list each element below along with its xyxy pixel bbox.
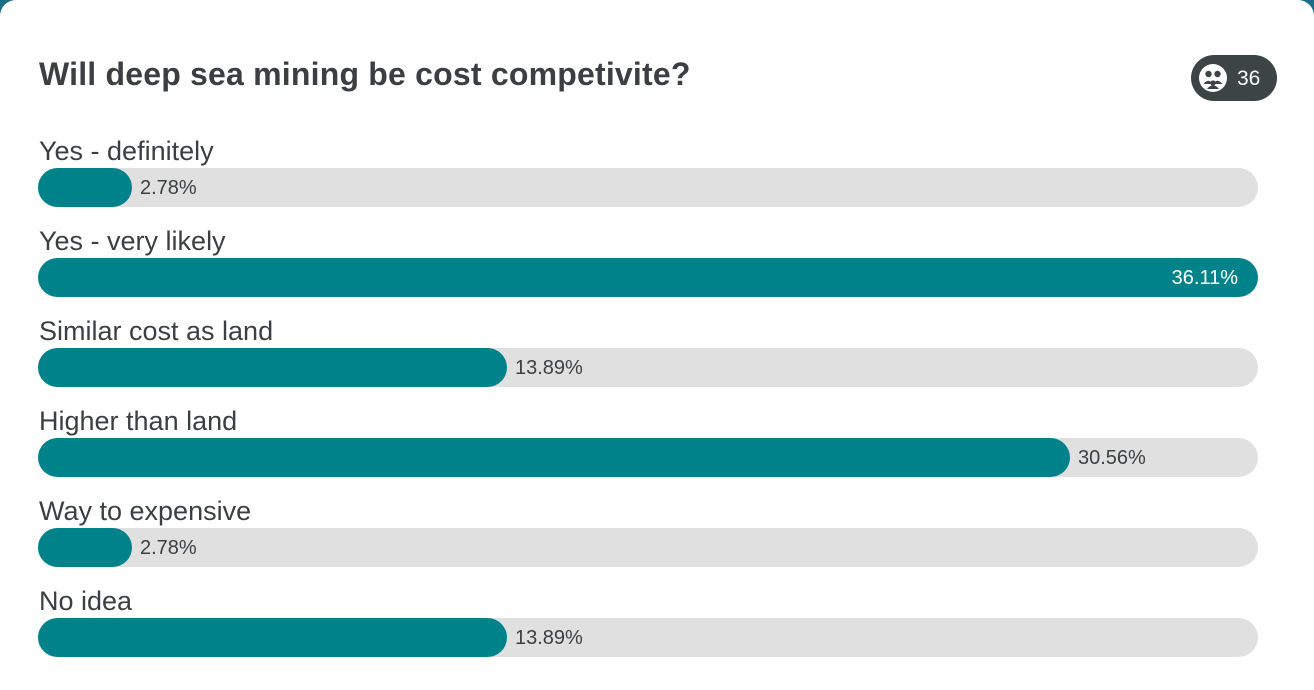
option-label: Yes - definitely [39, 136, 214, 166]
poll-options: Yes - definitely 2.78% Yes - very likely 36… [38, 132, 1258, 672]
participants-icon [1199, 64, 1227, 92]
option-label: No idea [39, 586, 133, 616]
poll-option: Yes - very likely 36.11% [38, 222, 1258, 312]
percentage-label: 13.89% [515, 357, 583, 379]
bar-track: 13.89% [38, 618, 1258, 657]
bar-track: 13.89% [38, 348, 1258, 387]
poll-option: Way to expensive 2.78% [38, 492, 1258, 582]
poll-option: No idea 13.89% [38, 582, 1258, 672]
bar-track: 2.78% [38, 168, 1258, 207]
bar-track: 2.78% [38, 528, 1258, 567]
poll-option: Similar cost as land 13.89% [38, 312, 1258, 402]
bar-fill [38, 618, 507, 657]
respondent-count-badge[interactable]: 36 [1191, 55, 1277, 101]
bar-fill [38, 438, 1070, 477]
percentage-label: 2.78% [140, 177, 197, 199]
bar-fill [38, 528, 132, 567]
option-label: Yes - very likely [39, 226, 226, 256]
bar-track: 30.56% [38, 438, 1258, 477]
option-label: Way to expensive [39, 496, 252, 526]
poll-title: Will deep sea mining be cost competivite… [39, 56, 691, 92]
respondent-count: 36 [1237, 67, 1261, 90]
option-label: Similar cost as land [39, 316, 274, 346]
option-label: Higher than land [39, 406, 238, 436]
percentage-label: 30.56% [1078, 447, 1146, 469]
bar-fill [38, 348, 507, 387]
bar-fill [38, 258, 1258, 297]
bar-fill [38, 168, 132, 207]
percentage-label: 13.89% [515, 627, 583, 649]
poll-option: Yes - definitely 2.78% [38, 132, 1258, 222]
poll-option: Higher than land 30.56% [38, 402, 1258, 492]
percentage-label: 36.11% [1171, 267, 1238, 289]
bar-track: 36.11% [38, 258, 1258, 297]
percentage-label: 2.78% [140, 537, 197, 559]
